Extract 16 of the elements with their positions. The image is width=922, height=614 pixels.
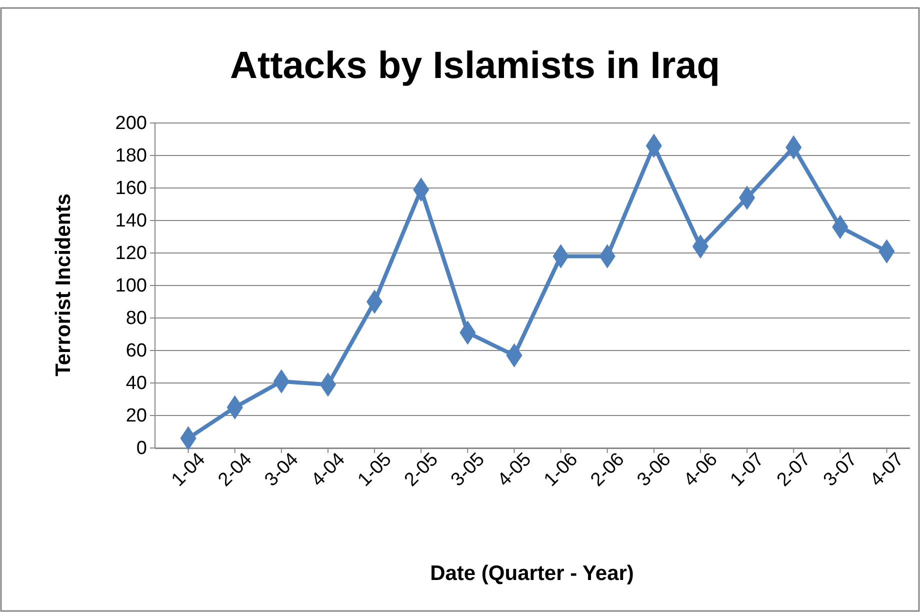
y-tick-label: 160: [115, 178, 147, 200]
y-tick-label: 200: [115, 113, 147, 134]
y-tick-label: 0: [136, 438, 147, 460]
chart-title: Attacks by Islamists in Iraq: [230, 45, 720, 87]
y-tick-label: 100: [115, 276, 147, 297]
y-tick-label: 140: [115, 210, 147, 232]
x-tick-label: 4-04: [308, 448, 350, 491]
y-tick-label: 60: [126, 340, 147, 362]
x-axis-title: Date (Quarter - Year): [430, 562, 634, 585]
y-tick-label: 180: [115, 146, 147, 167]
y-tick-label: 40: [126, 373, 147, 394]
y-tick-label: 20: [126, 406, 147, 427]
y-axis-title: Terrorist Incidents: [52, 194, 75, 376]
y-tick-label: 80: [126, 308, 147, 330]
y-tick-label: 120: [115, 243, 147, 264]
x-tick-label: 4-06: [680, 449, 722, 491]
